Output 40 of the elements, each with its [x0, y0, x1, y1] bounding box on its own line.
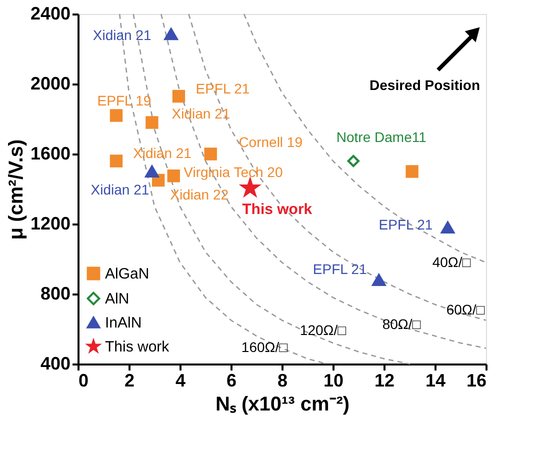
data-label: Xidian 21	[92, 27, 152, 44]
legend-label: InAlN	[105, 314, 142, 332]
data-label: Virginia Tech 20	[184, 164, 283, 180]
y-tick-label: 1200	[30, 214, 70, 234]
legend-label: AlN	[105, 290, 130, 308]
x-tick-label: 14	[425, 370, 446, 390]
data-label: Xidian 21	[172, 106, 230, 122]
x-axis-title: Nₛ (x10¹³ cm⁻²)	[215, 394, 350, 416]
legend-label: AlGaN	[105, 266, 150, 282]
data-label: EPFL 21	[378, 216, 433, 232]
series-label: 40Ω/□	[432, 254, 472, 270]
y-tick-label: 2000	[30, 74, 70, 94]
x-tick-label: 6	[226, 370, 237, 390]
y-tick-label: 2400	[30, 4, 70, 24]
y-tick-label: 400	[40, 354, 70, 374]
y-axis-title: μ (cm²/V.s)	[5, 139, 28, 240]
series-label: 160Ω/□	[241, 339, 288, 355]
data-label: Notre Dame11	[336, 129, 427, 145]
x-tick-label: 4	[175, 370, 186, 390]
x-tick-label: 8	[277, 370, 288, 390]
series-label: 120Ω/□	[300, 322, 347, 338]
x-tick-label: 16	[466, 370, 486, 390]
data-label: Xidian 22	[170, 186, 229, 202]
annotation: Desired Position	[370, 77, 480, 93]
data-label: Cornell 19	[238, 134, 303, 150]
data-label: Xidian 21	[133, 145, 192, 161]
x-tick-label: 12	[374, 370, 395, 390]
y-tick-label: 800	[40, 284, 70, 304]
series-label: 60Ω/□	[446, 301, 486, 318]
legend-label: This work	[105, 338, 170, 356]
data-label: This work	[242, 201, 313, 218]
data-label: EPFL 19	[97, 92, 152, 108]
x-tick-label: 0	[78, 370, 89, 390]
series-label: 80Ω/□	[382, 316, 422, 332]
y-tick-label: 1600	[30, 144, 70, 164]
data-label: EPFL 21	[196, 80, 250, 96]
x-tick-label: 2	[124, 370, 135, 390]
x-tick-label: 10	[323, 370, 344, 390]
data-label: EPFL 21	[312, 261, 368, 277]
data-label: Xidian 21	[90, 182, 150, 198]
